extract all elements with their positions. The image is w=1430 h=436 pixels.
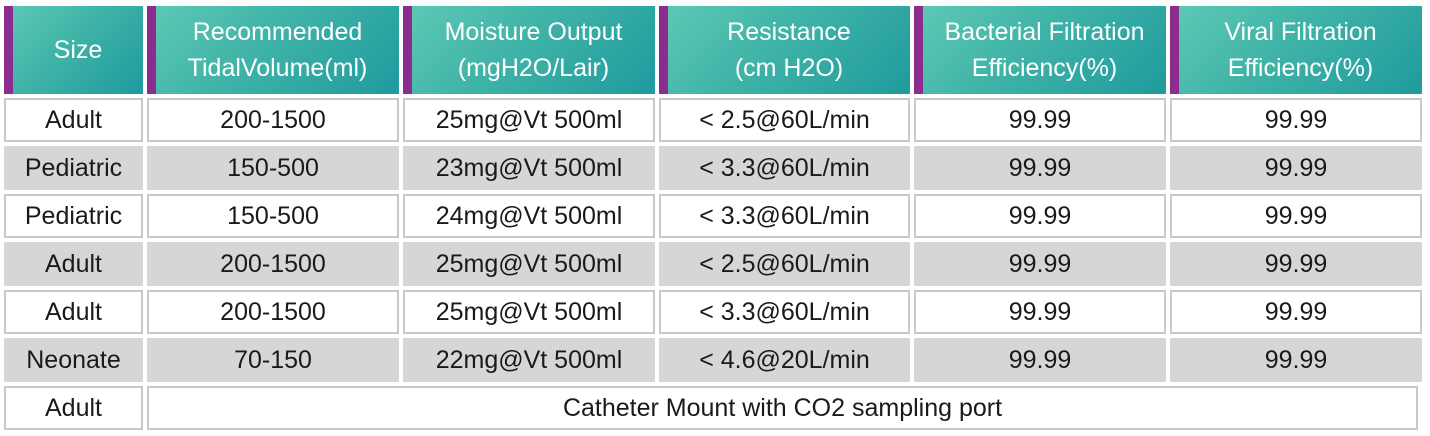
cell-product-note: Catheter Mount with CO2 sampling port (147, 386, 1418, 430)
cell-tidal-volume: 70-150 (147, 338, 399, 382)
cell-bacterial-filtration: 99.99 (914, 194, 1166, 238)
cell-size: Adult (4, 290, 143, 334)
cell-moisture-output: 25mg@Vt 500ml (403, 98, 655, 142)
cell-viral-filtration: 99.99 (1170, 146, 1422, 190)
cell-size: Neonate (4, 338, 143, 382)
cell-resistance: < 3.3@60L/min (659, 194, 910, 238)
cell-bacterial-filtration: 99.99 (914, 338, 1166, 382)
table-header: Size Recommended TidalVolume(ml) Moistur… (4, 6, 1422, 94)
cell-size: Adult (4, 386, 143, 430)
cell-tidal-volume: 150-500 (147, 146, 399, 190)
table-row: Adult 200-1500 25mg@Vt 500ml < 2.5@60L/m… (4, 98, 1422, 142)
cell-size: Adult (4, 98, 143, 142)
cell-viral-filtration: 99.99 (1170, 194, 1422, 238)
cell-bacterial-filtration: 99.99 (914, 98, 1166, 142)
table-row-footer: Adult Catheter Mount with CO2 sampling p… (4, 386, 1422, 430)
header-resistance: Resistance (cm H2O) (659, 6, 910, 94)
cell-tidal-volume: 200-1500 (147, 242, 399, 286)
cell-tidal-volume: 200-1500 (147, 98, 399, 142)
cell-moisture-output: 22mg@Vt 500ml (403, 338, 655, 382)
cell-viral-filtration: 99.99 (1170, 338, 1422, 382)
cell-resistance: < 4.6@20L/min (659, 338, 910, 382)
table-row: Adult 200-1500 25mg@Vt 500ml < 2.5@60L/m… (4, 242, 1422, 286)
cell-size: Pediatric (4, 146, 143, 190)
table-row: Neonate 70-150 22mg@Vt 500ml < 4.6@20L/m… (4, 338, 1422, 382)
spec-table: Size Recommended TidalVolume(ml) Moistur… (4, 6, 1422, 434)
cell-viral-filtration: 99.99 (1170, 98, 1422, 142)
cell-bacterial-filtration: 99.99 (914, 290, 1166, 334)
cell-resistance: < 3.3@60L/min (659, 290, 910, 334)
cell-viral-filtration: 99.99 (1170, 242, 1422, 286)
cell-resistance: < 3.3@60L/min (659, 146, 910, 190)
cell-moisture-output: 25mg@Vt 500ml (403, 242, 655, 286)
table-row: Adult 200-1500 25mg@Vt 500ml < 3.3@60L/m… (4, 290, 1422, 334)
cell-resistance: < 2.5@60L/min (659, 242, 910, 286)
header-moisture-output: Moisture Output (mgH2O/Lair) (403, 6, 655, 94)
header-viral-filtration: Viral Filtration Efficiency(%) (1170, 6, 1422, 94)
header-tidal-volume: Recommended TidalVolume(ml) (147, 6, 399, 94)
cell-viral-filtration: 99.99 (1170, 290, 1422, 334)
cell-size: Pediatric (4, 194, 143, 238)
cell-bacterial-filtration: 99.99 (914, 146, 1166, 190)
table-row: Pediatric 150-500 23mg@Vt 500ml < 3.3@60… (4, 146, 1422, 190)
cell-tidal-volume: 150-500 (147, 194, 399, 238)
cell-resistance: < 2.5@60L/min (659, 98, 910, 142)
cell-tidal-volume: 200-1500 (147, 290, 399, 334)
header-bacterial-filtration: Bacterial Filtration Efficiency(%) (914, 6, 1166, 94)
cell-moisture-output: 24mg@Vt 500ml (403, 194, 655, 238)
cell-size: Adult (4, 242, 143, 286)
cell-moisture-output: 23mg@Vt 500ml (403, 146, 655, 190)
cell-bacterial-filtration: 99.99 (914, 242, 1166, 286)
cell-moisture-output: 25mg@Vt 500ml (403, 290, 655, 334)
table-row: Pediatric 150-500 24mg@Vt 500ml < 3.3@60… (4, 194, 1422, 238)
header-size: Size (4, 6, 143, 94)
